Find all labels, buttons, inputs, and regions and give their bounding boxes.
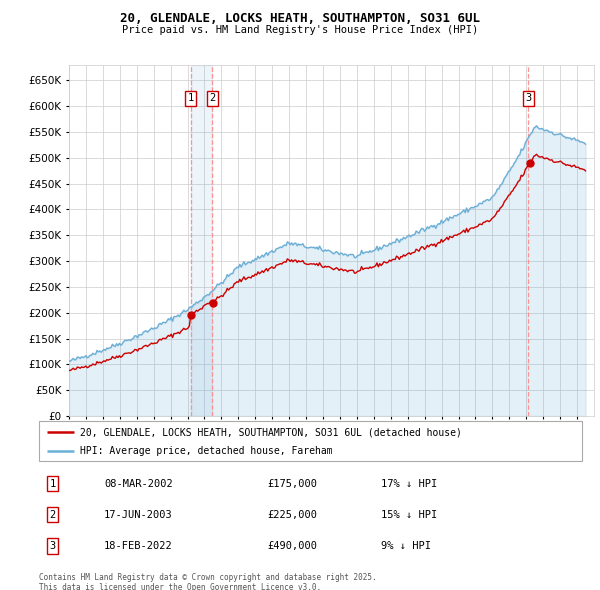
Text: This data is licensed under the Open Government Licence v3.0.: This data is licensed under the Open Gov… <box>39 583 321 590</box>
Text: 1: 1 <box>188 93 194 103</box>
Text: 08-MAR-2002: 08-MAR-2002 <box>104 478 173 489</box>
Text: 20, GLENDALE, LOCKS HEATH, SOUTHAMPTON, SO31 6UL (detached house): 20, GLENDALE, LOCKS HEATH, SOUTHAMPTON, … <box>80 427 461 437</box>
Text: 3: 3 <box>526 93 532 103</box>
Text: Contains HM Land Registry data © Crown copyright and database right 2025.: Contains HM Land Registry data © Crown c… <box>39 573 377 582</box>
Text: HPI: Average price, detached house, Fareham: HPI: Average price, detached house, Fare… <box>80 445 332 455</box>
Text: 2: 2 <box>49 510 56 520</box>
Text: 15% ↓ HPI: 15% ↓ HPI <box>381 510 437 520</box>
Text: 3: 3 <box>49 541 56 551</box>
FancyBboxPatch shape <box>39 421 582 461</box>
Text: £225,000: £225,000 <box>267 510 317 520</box>
Text: 9% ↓ HPI: 9% ↓ HPI <box>381 541 431 551</box>
Text: £175,000: £175,000 <box>267 478 317 489</box>
Text: 17% ↓ HPI: 17% ↓ HPI <box>381 478 437 489</box>
Text: Price paid vs. HM Land Registry's House Price Index (HPI): Price paid vs. HM Land Registry's House … <box>122 25 478 35</box>
Text: 18-FEB-2022: 18-FEB-2022 <box>104 541 173 551</box>
Text: 2: 2 <box>209 93 215 103</box>
Text: 20, GLENDALE, LOCKS HEATH, SOUTHAMPTON, SO31 6UL: 20, GLENDALE, LOCKS HEATH, SOUTHAMPTON, … <box>120 12 480 25</box>
Text: £490,000: £490,000 <box>267 541 317 551</box>
Text: 1: 1 <box>49 478 56 489</box>
Text: 17-JUN-2003: 17-JUN-2003 <box>104 510 173 520</box>
Bar <box>191 65 212 416</box>
